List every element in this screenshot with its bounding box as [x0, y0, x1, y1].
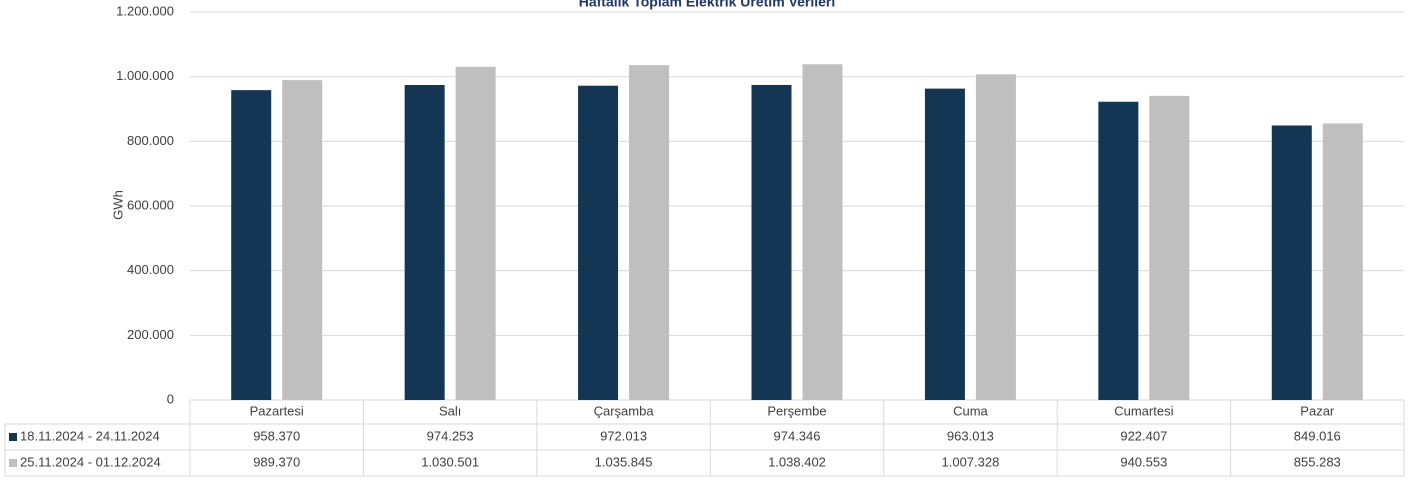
bar: [1322, 123, 1363, 400]
legend-label: 18.11.2024 - 24.11.2024: [20, 428, 160, 443]
bar: [802, 64, 843, 400]
bar: [578, 85, 619, 401]
y-tick-label: 0: [167, 391, 174, 406]
table-cell: 972.013: [600, 428, 647, 443]
y-tick-label: 600.000: [127, 197, 174, 212]
table-cell: 940.553: [1120, 454, 1167, 469]
legend-swatch: [9, 433, 17, 441]
table-cell: 855.283: [1294, 454, 1341, 469]
table-cell: 922.407: [1120, 428, 1167, 443]
bar: [404, 84, 445, 401]
y-tick-label: 200.000: [127, 327, 174, 342]
table-cell: 1.038.402: [768, 454, 826, 469]
table-cell: 849.016: [1294, 428, 1341, 443]
bar: [282, 80, 323, 400]
y-tick-label: 400.000: [127, 262, 174, 277]
x-tick-label: Salı: [439, 403, 461, 418]
table-cell: 1.035.845: [595, 454, 653, 469]
x-tick-label: Pazartesi: [250, 403, 304, 418]
bar: [629, 65, 670, 400]
x-tick-label: Çarşamba: [594, 403, 655, 418]
x-tick-label: Perşembe: [767, 403, 826, 418]
table-cell: 974.346: [774, 428, 821, 443]
y-axis-label: GWh: [110, 190, 125, 220]
bar: [1149, 95, 1190, 400]
x-tick-label: Pazar: [1300, 403, 1335, 418]
table-cell: 989.370: [253, 454, 300, 469]
table-cell: 1.030.501: [421, 454, 479, 469]
chart-title: Haftalık Toplam Elektrik Üretim Verileri: [579, 0, 836, 10]
legend-swatch: [9, 459, 17, 467]
bar: [751, 84, 792, 400]
y-tick-label: 1.000.000: [116, 68, 174, 83]
x-tick-label: Cuma: [953, 403, 988, 418]
y-tick-label: 1.200.000: [116, 3, 174, 18]
table-cell: 958.370: [253, 428, 300, 443]
table-cell: 963.013: [947, 428, 994, 443]
bar: [1098, 101, 1139, 401]
bar: [975, 74, 1016, 401]
table-cell: 974.253: [427, 428, 474, 443]
bar: [231, 90, 272, 400]
legend-label: 25.11.2024 - 01.12.2024: [20, 454, 161, 469]
y-tick-label: 800.000: [127, 133, 174, 148]
bar: [1271, 125, 1312, 400]
bar: [455, 66, 496, 400]
table-cell: 1.007.328: [942, 454, 1000, 469]
bar: [924, 88, 965, 400]
x-tick-label: Cumartesi: [1114, 403, 1173, 418]
